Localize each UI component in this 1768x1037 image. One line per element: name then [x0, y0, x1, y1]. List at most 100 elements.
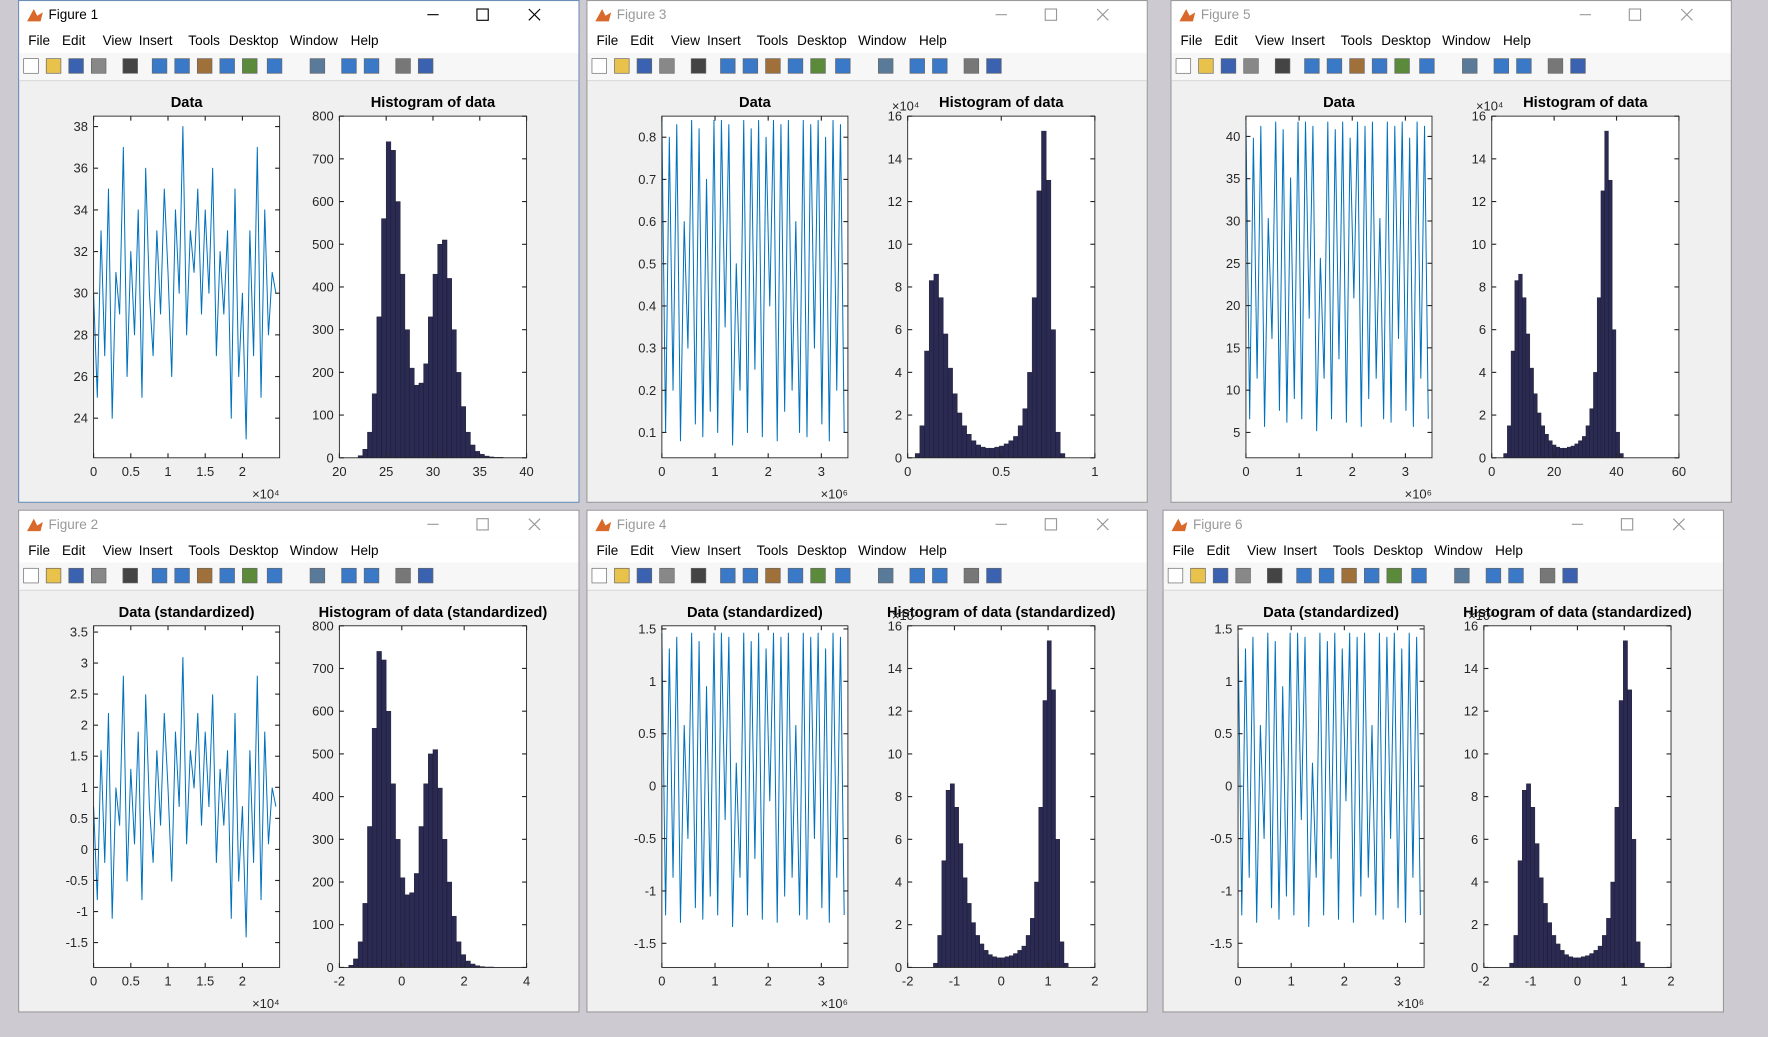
tool-button[interactable] [787, 58, 804, 74]
tool-button[interactable] [591, 58, 607, 74]
menu-item[interactable]: Help [1503, 32, 1531, 49]
tool-button[interactable] [1296, 567, 1312, 584]
tool-button[interactable] [1462, 58, 1478, 74]
tool-button[interactable] [963, 567, 980, 584]
menu-item[interactable]: Edit [630, 542, 654, 559]
menu-item[interactable]: Tools [756, 542, 789, 559]
tool-button[interactable] [932, 58, 948, 74]
tool-button[interactable] [23, 567, 39, 584]
maximize-button[interactable] [1620, 518, 1634, 531]
close-button[interactable] [1096, 8, 1109, 21]
tool-button[interactable] [417, 567, 434, 584]
menu-item[interactable]: View [102, 542, 132, 559]
tool-button[interactable] [151, 567, 168, 584]
menu-item[interactable]: Window [858, 32, 907, 49]
tool-button[interactable] [1394, 58, 1410, 74]
menu-item[interactable]: Tools [756, 32, 789, 49]
tool-button[interactable] [196, 58, 213, 74]
tool-button[interactable] [963, 58, 980, 74]
tool-button[interactable] [720, 58, 736, 74]
menu-item[interactable]: Window [289, 542, 338, 559]
tool-button[interactable] [810, 58, 826, 74]
tool-button[interactable] [659, 567, 675, 584]
tool-button[interactable] [90, 567, 107, 584]
menu-item[interactable]: Tools [1332, 542, 1365, 559]
tool-button[interactable] [266, 567, 283, 584]
tool-button[interactable] [1267, 567, 1283, 584]
menu-item[interactable]: Insert [1291, 32, 1325, 49]
tool-button[interactable] [45, 58, 62, 74]
tool-button[interactable] [1274, 58, 1291, 74]
menu-item[interactable]: View [1254, 32, 1285, 49]
maximize-button[interactable] [1044, 518, 1058, 531]
tool-button[interactable] [765, 58, 781, 74]
menu-item[interactable]: Help [918, 32, 947, 49]
maximize-button[interactable] [476, 518, 489, 531]
tool-button[interactable] [174, 58, 190, 74]
tool-button[interactable] [1485, 567, 1502, 584]
menu-item[interactable]: File [1172, 542, 1195, 559]
tool-button[interactable] [341, 58, 357, 74]
menu-item[interactable]: Edit [62, 32, 86, 49]
tool-button[interactable] [23, 58, 39, 74]
tool-button[interactable] [1371, 58, 1388, 74]
tool-button[interactable] [742, 58, 759, 74]
tool-button[interactable] [1198, 58, 1214, 74]
menu-item[interactable]: Insert [1283, 542, 1317, 559]
menu-item[interactable]: Desktop [797, 542, 847, 559]
menu-item[interactable]: Insert [138, 32, 173, 49]
tool-button[interactable] [1326, 58, 1343, 74]
tool-button[interactable] [1212, 567, 1229, 584]
menu-item[interactable]: File [596, 32, 619, 49]
menu-item[interactable]: Window [858, 542, 907, 559]
tool-button[interactable] [765, 567, 781, 584]
menu-item[interactable]: Tools [1340, 32, 1373, 49]
tool-button[interactable] [309, 58, 326, 74]
tool-button[interactable] [591, 567, 607, 584]
menu-item[interactable]: View [1247, 542, 1277, 559]
tool-button[interactable] [417, 58, 434, 74]
maximize-button[interactable] [476, 8, 489, 21]
tool-button[interactable] [1411, 567, 1427, 584]
tool-button[interactable] [1562, 567, 1578, 584]
maximize-button[interactable] [1628, 8, 1642, 21]
menu-item[interactable]: Desktop [797, 32, 847, 49]
tool-button[interactable] [122, 58, 138, 74]
tool-button[interactable] [341, 567, 357, 584]
tool-button[interactable] [219, 567, 235, 584]
menu-item[interactable]: Tools [188, 32, 220, 49]
tool-button[interactable] [242, 567, 258, 584]
tool-button[interactable] [835, 58, 851, 74]
tool-button[interactable] [1341, 567, 1357, 584]
tool-button[interactable] [932, 567, 948, 584]
tool-button[interactable] [835, 567, 851, 584]
tool-button[interactable] [1454, 567, 1470, 584]
menu-item[interactable]: File [596, 542, 619, 559]
menu-item[interactable]: Window [289, 32, 338, 49]
tool-button[interactable] [986, 567, 1002, 584]
tool-button[interactable] [878, 567, 894, 584]
tool-button[interactable] [1243, 58, 1259, 74]
tool-button[interactable] [309, 567, 326, 584]
tool-button[interactable] [1493, 58, 1510, 74]
menu-item[interactable]: Help [350, 542, 379, 559]
tool-button[interactable] [1220, 58, 1237, 74]
tool-button[interactable] [1349, 58, 1365, 74]
tool-button[interactable] [614, 567, 630, 584]
close-button[interactable] [1096, 518, 1109, 531]
tool-button[interactable] [1570, 58, 1586, 74]
tool-button[interactable] [1363, 567, 1380, 584]
tool-button[interactable] [151, 58, 168, 74]
menu-item[interactable]: Insert [138, 542, 173, 559]
tool-button[interactable] [45, 567, 62, 584]
tool-button[interactable] [395, 58, 411, 74]
tool-button[interactable] [174, 567, 190, 584]
menu-item[interactable]: Desktop [228, 542, 279, 559]
menu-item[interactable]: Edit [62, 542, 86, 559]
tool-button[interactable] [1516, 58, 1532, 74]
tool-button[interactable] [1419, 58, 1435, 74]
tool-button[interactable] [68, 567, 84, 584]
menu-item[interactable]: Desktop [228, 32, 279, 49]
tool-button[interactable] [1235, 567, 1251, 584]
menu-item[interactable]: View [670, 542, 700, 559]
